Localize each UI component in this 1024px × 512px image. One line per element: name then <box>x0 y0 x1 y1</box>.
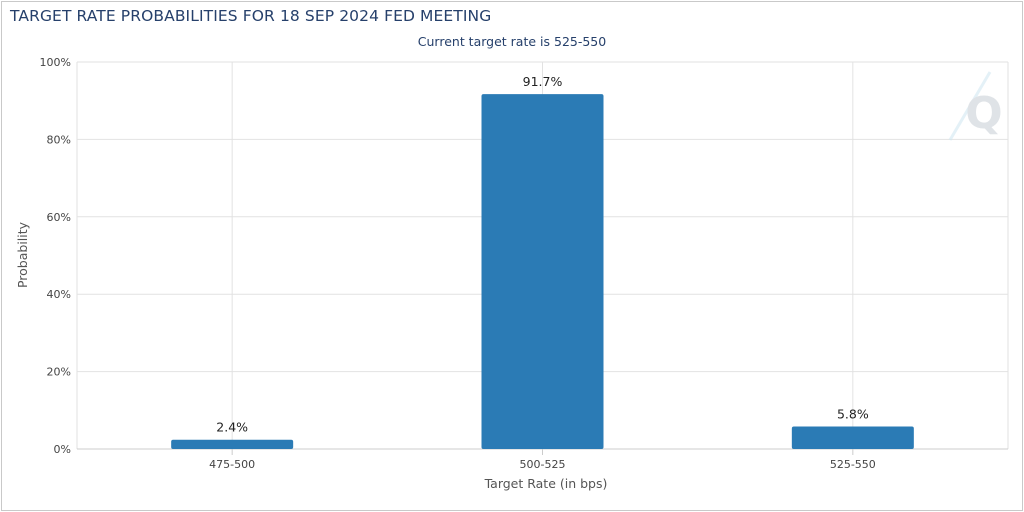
data-label: 5.8% <box>837 407 869 422</box>
data-label: 2.4% <box>216 420 248 435</box>
y-tick-label: 80% <box>47 133 71 146</box>
y-axis-title: Probability <box>15 221 30 288</box>
y-tick-label: 0% <box>54 443 71 456</box>
y-tick-label: 40% <box>47 288 71 301</box>
y-axis-ticks: 0% 20% 40% 60% 80% 100% <box>40 56 71 456</box>
y-tick-label: 20% <box>47 366 71 379</box>
data-label: 91.7% <box>523 74 563 89</box>
x-axis-title: Target Rate (in bps) <box>484 476 608 491</box>
bars <box>171 94 914 449</box>
bar-475-500 <box>171 439 294 449</box>
q-logo-icon: Q <box>948 71 1003 141</box>
y-tick-label: 100% <box>40 56 71 69</box>
x-tick-label: 475-500 <box>209 458 255 471</box>
data-labels: 2.4% 91.7% 5.8% <box>216 74 869 435</box>
y-tick-label: 60% <box>47 211 71 224</box>
chart-title: TARGET RATE PROBABILITIES FOR 18 SEP 202… <box>10 7 492 25</box>
x-axis-ticks: 475-500 500-525 525-550 <box>209 449 876 471</box>
chart-subtitle: Current target rate is 525-550 <box>417 34 607 49</box>
bar-500-525 <box>481 94 604 449</box>
bar-525-550 <box>791 426 914 449</box>
svg-text:Q: Q <box>965 88 1002 139</box>
x-tick-label: 500-525 <box>520 458 566 471</box>
x-tick-label: 525-550 <box>830 458 876 471</box>
